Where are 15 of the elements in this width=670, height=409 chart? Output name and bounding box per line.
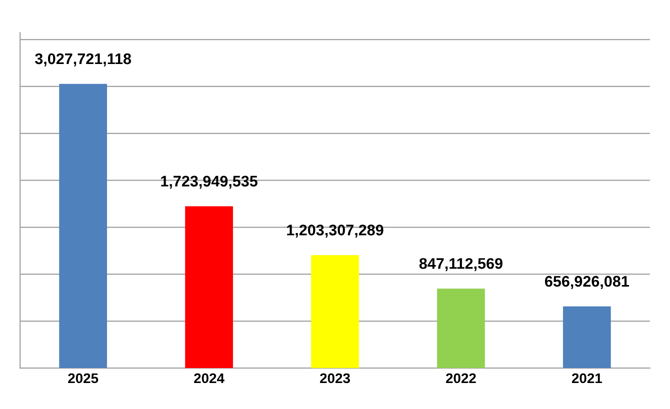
data-label: 1,723,949,535 bbox=[161, 176, 258, 189]
data-label: 656,926,081 bbox=[545, 276, 629, 289]
bar bbox=[59, 84, 108, 368]
bar bbox=[311, 255, 359, 368]
x-tick-label: 2023 bbox=[320, 373, 350, 384]
data-label: 1,203,307,289 bbox=[287, 224, 384, 238]
x-tick-label: 2025 bbox=[68, 373, 98, 384]
bar bbox=[437, 288, 485, 368]
x-tick-label: 2022 bbox=[446, 373, 476, 384]
data-label: 3,027,721,118 bbox=[35, 53, 132, 66]
bar bbox=[562, 306, 611, 368]
x-tick-label: 2024 bbox=[194, 373, 224, 384]
bar bbox=[185, 206, 233, 368]
x-tick-label: 2021 bbox=[572, 373, 602, 384]
data-label: 847,112,569 bbox=[419, 258, 502, 272]
